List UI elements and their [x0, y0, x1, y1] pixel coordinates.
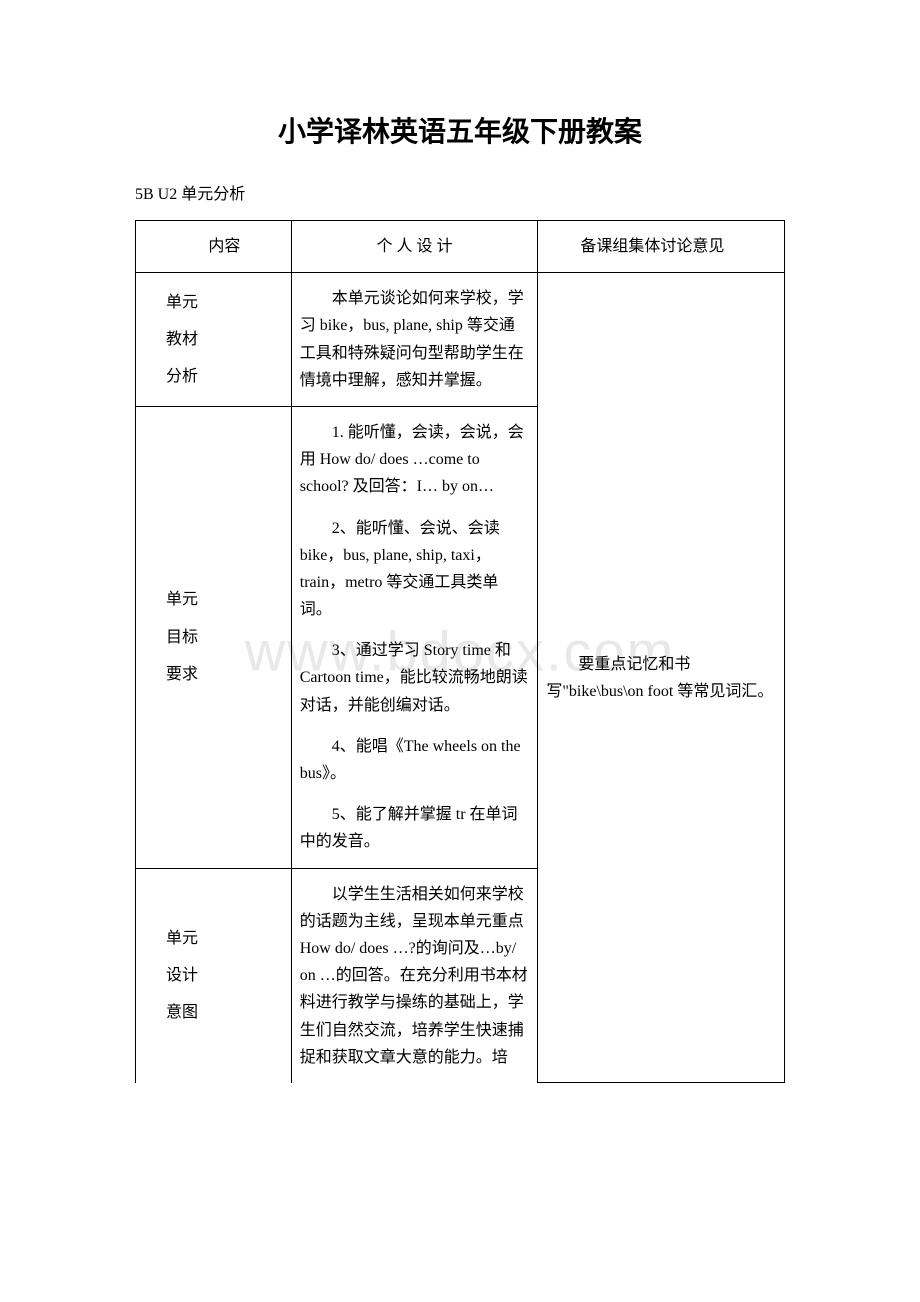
label-line: 目标 — [166, 624, 283, 651]
content-para: 5、能了解并掌握 tr 在单词中的发音。 — [300, 801, 530, 855]
row1-content: 本单元谈论如何来学校，学习 bike，bus, plane, ship 等交通工… — [291, 273, 538, 407]
label-line: 单元 — [166, 586, 283, 613]
subtitle: 5B U2 单元分析 — [135, 180, 785, 204]
content-para: 本单元谈论如何来学校，学习 bike，bus, plane, ship 等交通工… — [300, 285, 530, 394]
label-line: 分析 — [166, 363, 283, 390]
label-line: 单元 — [166, 289, 283, 316]
table-header-row: 内容 个 人 设 计 备课组集体讨论意见 — [136, 221, 785, 273]
label-line: 教材 — [166, 326, 283, 353]
label-line: 要求 — [166, 661, 283, 688]
row1-label: 单元 教材 分析 — [136, 273, 292, 407]
content-para: 1. 能听懂，会读，会说，会用 How do/ does …come to sc… — [300, 419, 530, 501]
header-col2: 个 人 设 计 — [291, 221, 538, 273]
header-col1: 内容 — [136, 221, 292, 273]
row2-label: 单元 目标 要求 — [136, 406, 292, 868]
label-line: 单元 — [166, 925, 283, 952]
content-para: 以学生生活相关如何来学校的话题为主线，呈现本单元重点 How do/ does … — [300, 881, 530, 1071]
row2-content: 1. 能听懂，会读，会说，会用 How do/ does …come to sc… — [291, 406, 538, 868]
page-title: 小学译林英语五年级下册教案 — [135, 110, 785, 150]
table-row: 单元 教材 分析 本单元谈论如何来学校，学习 bike，bus, plane, … — [136, 273, 785, 407]
side-note-cell: 要重点记忆和书写"bike\bus\on foot 等常见词汇。 — [538, 273, 785, 1083]
label-line: 设计 — [166, 962, 283, 989]
row3-content: 以学生生活相关如何来学校的话题为主线，呈现本单元重点 How do/ does … — [291, 868, 538, 1083]
label-line: 意图 — [166, 999, 283, 1026]
content-para: 4、能唱《The wheels on the bus》。 — [300, 733, 530, 787]
analysis-table: 内容 个 人 设 计 备课组集体讨论意见 单元 教材 分析 本单元谈论如何来学校… — [135, 220, 785, 1083]
side-note: 要重点记忆和书写"bike\bus\on foot 等常见词汇。 — [546, 651, 776, 705]
content-para: 3、通过学习 Story time 和 Cartoon time，能比较流畅地朗… — [300, 637, 530, 719]
header-col3: 备课组集体讨论意见 — [538, 221, 785, 273]
page-container: 小学译林英语五年级下册教案 5B U2 单元分析 内容 个 人 设 计 备课组集… — [0, 0, 920, 1083]
content-para: 2、能听懂、会说、会读 bike，bus, plane, ship, taxi，… — [300, 515, 530, 624]
row3-label: 单元 设计 意图 — [136, 868, 292, 1083]
